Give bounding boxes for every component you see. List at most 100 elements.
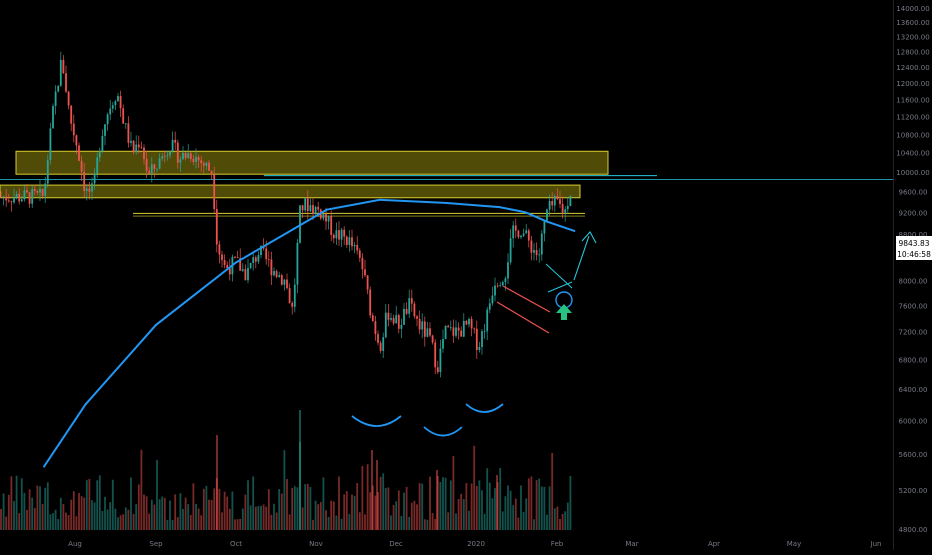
volume-bar bbox=[452, 455, 455, 530]
candle-body bbox=[132, 140, 135, 153]
candle-body bbox=[327, 216, 330, 222]
candle-body bbox=[234, 256, 236, 258]
volume-bar bbox=[382, 473, 385, 530]
volume-bar bbox=[387, 487, 390, 530]
volume-bar bbox=[23, 492, 26, 530]
candle-body bbox=[556, 196, 559, 200]
volume-bar bbox=[548, 486, 551, 530]
volume-bar bbox=[400, 515, 403, 530]
candle-body bbox=[366, 275, 369, 290]
volume-bar bbox=[413, 500, 416, 530]
volume-bar bbox=[109, 502, 112, 530]
price-tick-label: 7200.00 bbox=[899, 329, 928, 337]
candle-body bbox=[223, 260, 226, 265]
volume-bar bbox=[343, 494, 346, 530]
candle-body bbox=[543, 220, 546, 234]
candle-body bbox=[228, 268, 231, 275]
candle-body bbox=[187, 153, 190, 158]
time-tick-label: Nov bbox=[309, 540, 323, 548]
volume-bar bbox=[447, 512, 450, 530]
candle-body bbox=[161, 156, 164, 159]
candle-body bbox=[46, 160, 49, 184]
candle-body bbox=[304, 198, 307, 211]
candle-body bbox=[301, 205, 304, 211]
projection-arrow-shaft bbox=[573, 235, 590, 281]
volume-bar bbox=[176, 517, 179, 530]
triangle-line-lower bbox=[547, 281, 573, 293]
candle-body bbox=[127, 123, 130, 143]
candle-body bbox=[41, 188, 44, 196]
candle-body bbox=[470, 318, 473, 329]
volume-bar bbox=[205, 485, 208, 530]
candle-body bbox=[75, 135, 78, 146]
candle-body bbox=[218, 244, 221, 255]
candle-body bbox=[140, 147, 143, 149]
volume-bar bbox=[2, 493, 5, 530]
candle-body bbox=[429, 328, 431, 336]
volume-bar bbox=[478, 480, 481, 530]
volume-bar bbox=[239, 518, 242, 530]
candle-body bbox=[377, 334, 379, 343]
candle-body bbox=[109, 108, 112, 115]
volume-bar bbox=[481, 490, 483, 530]
volume-bar bbox=[351, 494, 353, 530]
candle-body bbox=[561, 204, 564, 213]
candle-body bbox=[44, 183, 47, 196]
volume-bar bbox=[117, 517, 119, 530]
volume-bar bbox=[291, 487, 294, 530]
volume-bar bbox=[301, 507, 304, 530]
candle-body bbox=[507, 262, 509, 279]
volume-bar bbox=[234, 519, 236, 530]
candle-body bbox=[200, 160, 203, 164]
volume-bar bbox=[559, 518, 561, 530]
volume-bar bbox=[522, 511, 525, 530]
volume-bar bbox=[348, 513, 351, 530]
volume-bar bbox=[135, 504, 138, 530]
price-tick-label: 12400.00 bbox=[896, 64, 929, 72]
candle-body bbox=[0, 196, 2, 198]
candle-body bbox=[59, 59, 62, 86]
volume-bar bbox=[119, 515, 122, 530]
time-tick-label: Jun bbox=[870, 540, 882, 548]
candle-body bbox=[330, 216, 333, 235]
volume-bar bbox=[111, 479, 114, 530]
volume-bar bbox=[39, 486, 41, 530]
volume-bar bbox=[442, 477, 444, 530]
volume-bar bbox=[520, 485, 522, 530]
volume-bars bbox=[0, 410, 572, 530]
candle-body bbox=[520, 235, 522, 238]
volume-bar bbox=[283, 450, 286, 530]
price-tick-label: 12800.00 bbox=[896, 49, 929, 57]
volume-bar bbox=[421, 483, 424, 530]
volume-bar bbox=[182, 508, 184, 530]
candle-body bbox=[267, 259, 270, 261]
candle-body bbox=[5, 196, 8, 201]
candle-body bbox=[540, 233, 543, 255]
volume-bar bbox=[553, 508, 556, 530]
candle-body bbox=[202, 163, 205, 166]
candle-body bbox=[78, 145, 80, 161]
volume-bar bbox=[189, 514, 192, 530]
candle-body bbox=[244, 269, 247, 281]
candle-body bbox=[101, 135, 104, 152]
volume-bar bbox=[405, 486, 408, 530]
volume-bar bbox=[33, 508, 36, 530]
flag-lower-line bbox=[496, 301, 550, 334]
volume-bar bbox=[140, 449, 143, 530]
volume-bar bbox=[322, 477, 325, 530]
volume-bar bbox=[418, 483, 421, 530]
candle-body bbox=[465, 320, 468, 325]
candle-body bbox=[114, 101, 117, 106]
candle-body bbox=[39, 188, 41, 193]
time-tick-label: Dec bbox=[389, 540, 403, 548]
volume-bar bbox=[57, 519, 60, 530]
candle-body bbox=[2, 196, 5, 198]
price-tick-label: 4800.00 bbox=[899, 526, 928, 534]
candle-body bbox=[553, 196, 556, 206]
candle-body bbox=[371, 315, 374, 322]
candle-body bbox=[395, 315, 398, 324]
volume-bar bbox=[293, 486, 296, 530]
price-tick-label: 13200.00 bbox=[896, 34, 929, 42]
